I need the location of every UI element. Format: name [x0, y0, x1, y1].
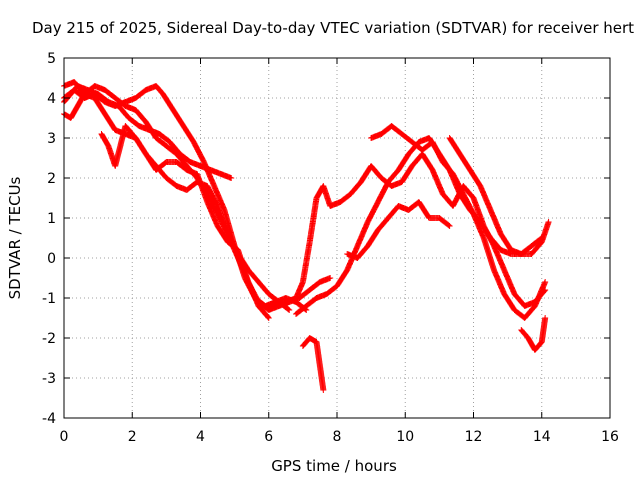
y-tick-label: 2: [47, 171, 56, 187]
data-markers: [293, 135, 545, 317]
y-axis-title: SDTVAR / TECUs: [6, 176, 24, 299]
x-tick-label: 0: [60, 429, 69, 445]
data-series-s11: [518, 315, 549, 353]
data-series-s12: [344, 199, 453, 261]
data-series-s5: [98, 123, 272, 321]
x-tick-label: 16: [601, 429, 619, 445]
data-markers: [518, 315, 549, 353]
x-tick-label: 4: [196, 429, 205, 445]
data-layer: [61, 79, 552, 393]
data-series-s7: [293, 135, 545, 317]
data-series-s2: [61, 79, 334, 313]
x-axis-title: GPS time / hours: [271, 457, 397, 475]
data-markers: [344, 199, 453, 261]
data-markers: [98, 123, 272, 321]
data-markers: [368, 123, 549, 321]
data-markers: [61, 79, 334, 313]
x-tick-label: 10: [396, 429, 414, 445]
y-tick-label: -3: [42, 371, 56, 387]
y-tick-label: 4: [47, 91, 56, 107]
data-series-s4: [61, 91, 293, 313]
x-tick-label: 14: [533, 429, 551, 445]
grid-layer: [64, 58, 610, 418]
data-markers: [299, 335, 327, 393]
data-series-s8: [368, 123, 549, 321]
y-tick-label: 0: [47, 251, 56, 267]
data-markers: [446, 135, 552, 257]
data-series-s10: [299, 335, 327, 393]
chart-title: Day 215 of 2025, Sidereal Day-to-day VTE…: [32, 19, 634, 37]
y-tick-label: 1: [47, 211, 56, 227]
y-tick-label: 3: [47, 131, 56, 147]
y-tick-label: 5: [47, 51, 56, 67]
y-tick-label: -1: [42, 291, 56, 307]
y-tick-label: -2: [42, 331, 56, 347]
x-tick-label: 2: [128, 429, 137, 445]
x-tick-label: 12: [465, 429, 483, 445]
data-markers: [61, 91, 293, 313]
x-tick-label: 6: [264, 429, 273, 445]
data-series-s1: [61, 83, 310, 313]
y-tick-label: -4: [42, 411, 56, 427]
data-series-s9: [446, 135, 552, 257]
data-markers: [61, 83, 310, 313]
x-tick-label: 8: [333, 429, 342, 445]
